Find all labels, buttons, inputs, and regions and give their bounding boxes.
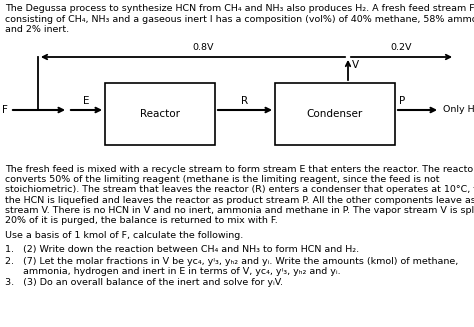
Text: 2.   (7) Let the molar fractions in V be yᴄ₄, yᵎ₃, yₕ₂ and yᵢ. Write the amounts: 2. (7) Let the molar fractions in V be y…: [5, 257, 458, 266]
Text: ammonia, hydrogen and inert in E in terms of V, yᴄ₄, yᵎ₃, yₕ₂ and yᵢ.: ammonia, hydrogen and inert in E in term…: [5, 267, 341, 276]
Text: The fresh feed is mixed with a recycle stream to form stream E that enters the r: The fresh feed is mixed with a recycle s…: [5, 165, 474, 174]
Text: F: F: [2, 105, 8, 115]
Text: 3.   (3) Do an overall balance of the inert and solve for yᵢV.: 3. (3) Do an overall balance of the iner…: [5, 278, 283, 287]
Text: 0.8V: 0.8V: [192, 43, 214, 52]
Text: Condenser: Condenser: [307, 109, 363, 119]
Text: converts 50% of the limiting reagent (methane is the limiting reagent, since the: converts 50% of the limiting reagent (me…: [5, 175, 439, 184]
Text: the HCN is liquefied and leaves the reactor as product stream P. All the other c: the HCN is liquefied and leaves the reac…: [5, 196, 474, 205]
Text: V: V: [352, 60, 359, 70]
Bar: [275, 83, 395, 145]
Text: consisting of CH₄, NH₃ and a gaseous inert I has a composition (vol%) of 40% met: consisting of CH₄, NH₃ and a gaseous ine…: [5, 14, 474, 24]
Text: E: E: [83, 96, 90, 106]
Text: stream V. There is no HCN in V and no inert, ammonia and methane in P. The vapor: stream V. There is no HCN in V and no in…: [5, 206, 474, 215]
Text: and 2% inert.: and 2% inert.: [5, 25, 69, 34]
Text: P: P: [399, 96, 405, 106]
Text: stoichiometric). The stream that leaves the reactor (R) enters a condenser that : stoichiometric). The stream that leaves …: [5, 185, 474, 194]
Text: The Degussa process to synthesize HCN from CH₄ and NH₃ also produces H₂. A fresh: The Degussa process to synthesize HCN fr…: [5, 4, 474, 13]
Text: 20% of it is purged, the balance is returned to mix with F.: 20% of it is purged, the balance is retu…: [5, 216, 278, 225]
Text: R: R: [241, 96, 248, 106]
Text: Only HCN: Only HCN: [443, 106, 474, 114]
Bar: [105, 83, 215, 145]
Text: Reactor: Reactor: [140, 109, 180, 119]
Text: 1.   (2) Write down the reaction between CH₄ and NH₃ to form HCN and H₂.: 1. (2) Write down the reaction between C…: [5, 245, 359, 254]
Text: 0.2V: 0.2V: [391, 43, 412, 52]
Text: Use a basis of 1 kmol of F, calculate the following.: Use a basis of 1 kmol of F, calculate th…: [5, 231, 243, 240]
